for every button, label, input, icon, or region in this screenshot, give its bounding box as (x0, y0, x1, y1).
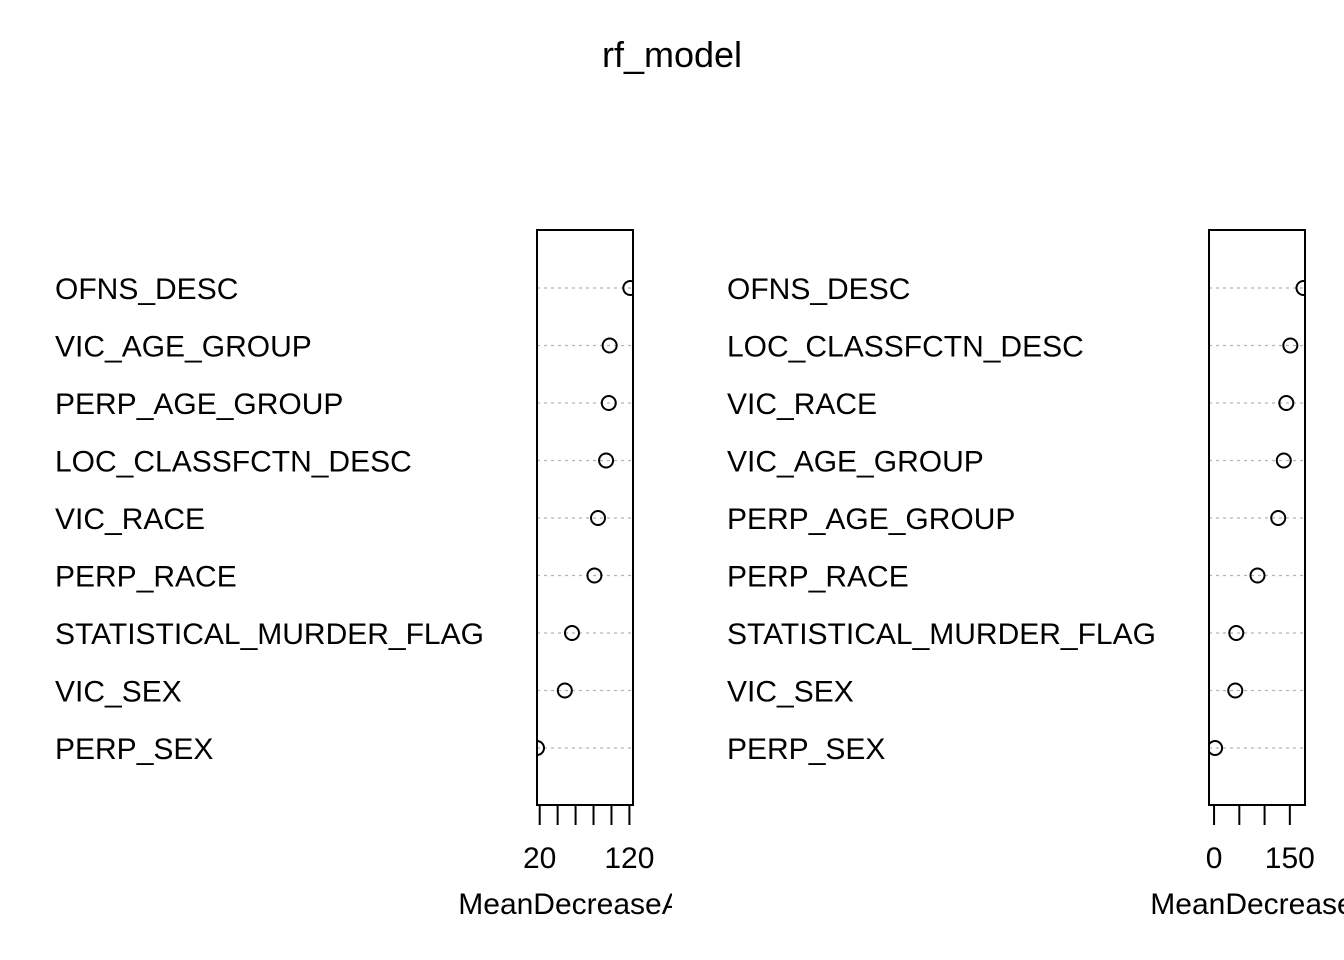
x-axis-label: MeanDecreaseAcc (458, 888, 711, 921)
category-label: LOC_CLASSFCTN_DESC (727, 331, 1084, 364)
data-point (600, 395, 617, 411)
category-label: PERP_AGE_GROUP (55, 388, 343, 421)
category-label: PERP_RACE (55, 561, 237, 594)
data-point (1270, 510, 1287, 526)
dotchart-panel-1: OFNS_DESC VIC_AGE_GROUP PERP_AGE_GROUP LOC_… (55, 229, 711, 921)
category-label: LOC_CLASSFCTN_DESC (55, 446, 412, 479)
x-tick-label: 120 (604, 842, 654, 875)
category-label: STATISTICAL_MURDER_FLAG (727, 618, 1156, 651)
category-label: OFNS_DESC (727, 273, 910, 306)
category-label: VIC_SEX (727, 676, 854, 709)
plot-frame (1208, 229, 1306, 806)
x-tick-label: 150 (1265, 842, 1315, 875)
data-point (598, 452, 615, 469)
points-group (1209, 280, 1305, 756)
category-label: VIC_SEX (55, 676, 182, 709)
plot-frame (536, 229, 634, 806)
data-point (1209, 740, 1224, 756)
category-label: PERP_RACE (727, 561, 909, 594)
x-tick-label: 0 (1206, 842, 1223, 875)
category-label: VIC_AGE_GROUP (727, 446, 984, 479)
category-label: PERP_SEX (727, 733, 885, 766)
data-point (1275, 452, 1292, 469)
data-point (622, 280, 633, 296)
data-point (1227, 682, 1244, 699)
data-point (1249, 567, 1266, 584)
data-point (1278, 395, 1295, 411)
points-group (537, 280, 633, 756)
chart-title: rf_model (601, 34, 743, 75)
category-label: VIC_RACE (727, 388, 877, 421)
data-point (586, 567, 603, 584)
x-axis-label: MeanDecrease( (1150, 888, 1344, 921)
category-label: OFNS_DESC (55, 273, 238, 306)
dotchart-panel-2: OFNS_DESC LOC_CLASSFCTN_DESC VIC_RACE VIC_A… (727, 229, 1344, 921)
data-point (563, 625, 580, 641)
category-label: PERP_AGE_GROUP (727, 503, 1015, 536)
data-point (1282, 337, 1299, 354)
data-point (1295, 280, 1305, 296)
data-point (537, 740, 545, 756)
data-point (556, 682, 573, 699)
category-label: VIC_AGE_GROUP (55, 331, 312, 364)
category-label: STATISTICAL_MURDER_FLAG (55, 618, 484, 651)
category-label: PERP_SEX (55, 733, 213, 766)
x-tick-label: 20 (523, 842, 556, 875)
data-point (601, 337, 618, 354)
category-label: VIC_RACE (55, 503, 205, 536)
data-point (1228, 625, 1245, 641)
data-point (590, 510, 607, 526)
